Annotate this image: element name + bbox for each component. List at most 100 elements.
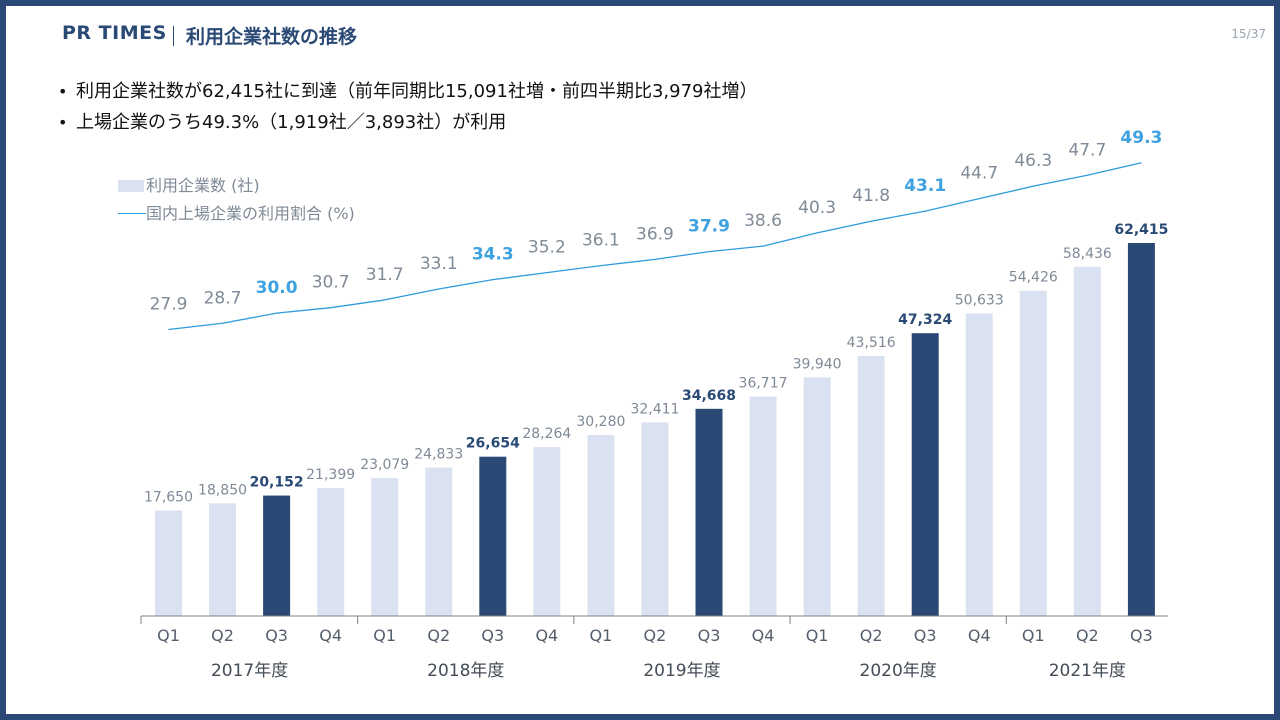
ratio-value-label: 34.3 (472, 245, 514, 265)
title-separator (173, 26, 174, 46)
bullet-dot-icon: • (58, 113, 68, 132)
year-group-label: 2017年度 (211, 661, 288, 681)
bullet-dot-icon: • (58, 82, 68, 101)
chart-legend: 利用企業数 (社) 国内上場企業の利用割合 (%) (118, 175, 355, 231)
bar-mark (911, 333, 939, 616)
ratio-value-label: 33.1 (420, 254, 458, 274)
bar-value-label: 62,415 (1114, 222, 1168, 238)
legend-item-line: 国内上場企業の利用割合 (%) (118, 203, 355, 231)
bar-mark (749, 396, 777, 616)
bar-mark (965, 313, 993, 616)
quarter-tick-label: Q4 (319, 626, 342, 645)
legend-bar-swatch-icon (118, 180, 144, 192)
bar-value-label: 18,850 (198, 482, 247, 498)
bar-value-label: 17,650 (144, 490, 193, 506)
bar-value-label: 28,264 (522, 426, 571, 442)
bar-value-label: 47,324 (898, 312, 952, 328)
bar-value-label: 23,079 (360, 457, 409, 473)
bullet-item: • 利用企業社数が62,415社に到達（前年同期比15,091社増・前四半期比3,… (58, 78, 758, 109)
bar-mark (533, 447, 561, 616)
bar-value-label: 54,426 (1009, 270, 1058, 286)
bar-mark (1073, 266, 1101, 616)
ratio-value-label: 35.2 (528, 238, 566, 258)
bullet-item: • 上場企業のうち49.3%（1,919社／3,893社）が利用 (58, 109, 758, 140)
bullet-text: 上場企業のうち49.3%（1,919社／3,893社）が利用 (76, 112, 507, 133)
bar-mark (155, 510, 182, 616)
legend-line-swatch-icon (118, 213, 146, 214)
bar-mark (371, 478, 399, 616)
ratio-value-label: 47.7 (1068, 140, 1106, 160)
ratio-value-label: 30.7 (312, 273, 350, 293)
ratio-line (168, 162, 1142, 331)
quarter-tick-label: Q3 (914, 626, 937, 645)
bar-value-label: 58,436 (1063, 246, 1112, 262)
quarter-tick-label: Q2 (427, 626, 450, 645)
bar-mark (1019, 290, 1047, 616)
year-group-label: 2018年度 (427, 661, 504, 681)
ratio-value-label: 41.8 (852, 186, 890, 206)
bar-mark (857, 355, 885, 616)
bar-mark (479, 456, 507, 616)
quarter-tick-label: Q4 (535, 626, 558, 645)
legend-bar-label: 利用企業数 (社) (146, 176, 260, 195)
bar-value-label: 30,280 (576, 414, 625, 430)
quarter-tick-label: Q3 (265, 626, 288, 645)
quarter-tick-label: Q1 (157, 626, 180, 645)
page-title: 利用企業社数の推移 (186, 26, 358, 48)
quarter-tick-label: Q1 (1022, 626, 1045, 645)
bar-mark (317, 488, 345, 616)
ratio-value-label: 40.3 (798, 198, 836, 218)
year-group-label: 2020年度 (860, 661, 937, 681)
ratio-value-label: 27.9 (150, 295, 188, 315)
bullet-text: 利用企業社数が62,415社に到達（前年同期比15,091社増・前四半期比3,9… (76, 81, 758, 102)
ratio-value-label: 36.1 (582, 231, 620, 251)
bar-value-label: 26,654 (466, 436, 520, 452)
year-group-label: 2019年度 (643, 661, 720, 681)
summary-bullets: • 利用企業社数が62,415社に到達（前年同期比15,091社増・前四半期比3,… (58, 78, 758, 140)
bar-value-label: 32,411 (630, 401, 679, 417)
legend-line-label: 国内上場企業の利用割合 (%) (146, 204, 355, 223)
ratio-value-label: 37.9 (688, 217, 730, 237)
brand-logo-text: PR TIMES (62, 22, 167, 44)
year-group-label: 2021年度 (1049, 661, 1126, 681)
bar-mark (803, 377, 831, 616)
bar-mark (263, 495, 291, 616)
ratio-value-label: 46.3 (1014, 151, 1052, 171)
page-number: 15/37 (1231, 27, 1266, 41)
quarter-tick-label: Q2 (860, 626, 883, 645)
bar-mark (209, 503, 237, 616)
quarter-tick-label: Q4 (752, 626, 775, 645)
ratio-value-label: 44.7 (960, 164, 998, 184)
quarter-tick-label: Q3 (698, 626, 721, 645)
bar-value-label: 36,717 (739, 376, 788, 392)
bar-value-label: 24,833 (414, 447, 463, 463)
quarter-tick-label: Q4 (968, 626, 991, 645)
bar-mark (641, 422, 669, 616)
bar-value-label: 43,516 (847, 335, 896, 351)
bar-value-label: 21,399 (306, 467, 355, 483)
quarter-tick-label: Q1 (373, 626, 396, 645)
bar-value-label: 39,940 (793, 356, 842, 372)
quarter-tick-label: Q2 (644, 626, 667, 645)
ratio-value-label: 30.0 (256, 278, 298, 298)
ratio-value-label: 49.3 (1120, 128, 1162, 148)
bar-mark (695, 408, 723, 616)
bar-mark (587, 435, 615, 616)
ratio-value-label: 36.9 (636, 224, 674, 244)
quarter-tick-label: Q2 (1076, 626, 1099, 645)
quarter-tick-label: Q1 (806, 626, 829, 645)
quarter-tick-label: Q2 (211, 626, 234, 645)
quarter-tick-label: Q1 (590, 626, 613, 645)
ratio-value-label: 43.1 (904, 176, 946, 196)
ratio-value-label: 28.7 (204, 288, 242, 308)
bar-value-label: 50,633 (955, 292, 1004, 308)
bar-value-label: 34,668 (682, 388, 736, 404)
bar-value-label: 20,152 (250, 475, 304, 491)
legend-item-bar: 利用企業数 (社) (118, 175, 355, 203)
ratio-value-label: 38.6 (744, 211, 782, 231)
quarter-tick-label: Q3 (481, 626, 504, 645)
quarter-tick-label: Q3 (1130, 626, 1153, 645)
bar-mark (425, 467, 453, 616)
